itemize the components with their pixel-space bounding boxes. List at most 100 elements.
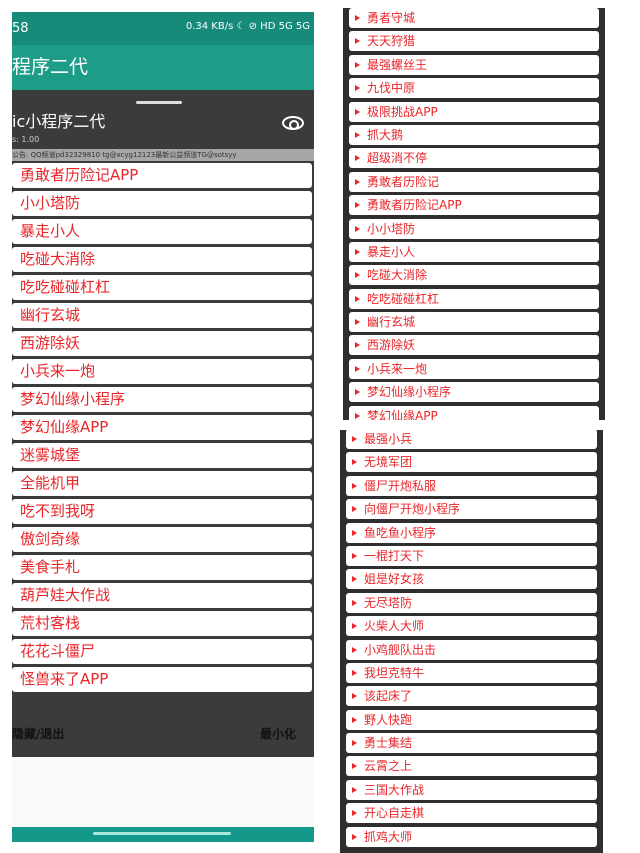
list-item[interactable]: 小小塔防 bbox=[349, 218, 599, 239]
list-item[interactable]: 迷雾城堡 bbox=[12, 443, 312, 468]
list-item[interactable]: 梦幻仙缘小程序 bbox=[12, 387, 312, 412]
list-item[interactable]: 小鸡舰队出击 bbox=[346, 639, 597, 660]
list-item-label: 荒村客栈 bbox=[20, 614, 81, 632]
list-item[interactable]: 葫芦娃大作战 bbox=[12, 583, 312, 608]
list-item[interactable]: 火柴人大师 bbox=[346, 616, 597, 637]
list-item[interactable]: 向僵尸开炮小程序 bbox=[346, 499, 597, 520]
play-arrow-icon bbox=[355, 131, 360, 138]
minimize-button[interactable]: 最小化 bbox=[259, 727, 296, 741]
list-item-label: 迷雾城堡 bbox=[20, 446, 81, 464]
play-arrow-icon bbox=[352, 623, 357, 630]
list-item[interactable]: 勇士集结 bbox=[346, 733, 597, 754]
list-item-label: 小小塔防 bbox=[367, 221, 416, 236]
play-arrow-icon bbox=[355, 85, 360, 92]
home-indicator[interactable] bbox=[93, 832, 231, 835]
list-item[interactable]: 勇敢者历险记 bbox=[349, 171, 599, 192]
list-item[interactable]: 梦幻仙缘APP bbox=[349, 405, 599, 420]
list-item-label: 僵尸开炮私服 bbox=[364, 478, 437, 493]
list-item[interactable]: 暴走小人 bbox=[12, 219, 312, 244]
list-item[interactable]: 梦幻仙缘APP bbox=[12, 415, 312, 440]
list-item[interactable]: 傲剑奇缘 bbox=[12, 527, 312, 552]
list-item[interactable]: 无境军团 bbox=[346, 452, 597, 473]
eye-icon[interactable] bbox=[282, 116, 304, 130]
list-item[interactable]: 开心自走棋 bbox=[346, 803, 597, 824]
list-item[interactable]: 勇者守城 bbox=[349, 8, 599, 28]
list-item-label: 最强小兵 bbox=[364, 432, 413, 446]
navigation-bar bbox=[12, 827, 314, 842]
list-item[interactable]: 抓鸡大师 bbox=[346, 826, 597, 847]
hide-exit-button[interactable]: 隐藏/退出 bbox=[12, 727, 65, 741]
list-item[interactable]: 荒村客栈 bbox=[12, 611, 312, 636]
list-item[interactable]: 云霄之上 bbox=[346, 756, 597, 777]
list-item[interactable]: 一棍打天下 bbox=[346, 545, 597, 566]
play-arrow-icon bbox=[352, 529, 357, 536]
list-item-label: 梦幻仙缘APP bbox=[20, 418, 109, 436]
list-item[interactable]: 姐是好女孩 bbox=[346, 569, 597, 590]
list-item[interactable]: 野人快跑 bbox=[346, 709, 597, 730]
list-item[interactable]: 吃吃碰碰杠杠 bbox=[12, 275, 312, 300]
list-item[interactable]: 梦幻仙缘小程序 bbox=[349, 382, 599, 403]
list-item[interactable]: 花花斗僵尸 bbox=[12, 639, 312, 664]
play-arrow-icon bbox=[355, 38, 360, 45]
list-item-label: 勇士集结 bbox=[364, 736, 413, 751]
menu-title: ic小程序二代 bbox=[12, 112, 106, 131]
list-item[interactable]: 我坦克特牛 bbox=[346, 662, 597, 683]
list-item[interactable]: 怪兽来了APP bbox=[12, 667, 312, 692]
list-item[interactable]: 极限挑战APP bbox=[349, 101, 599, 122]
list-item-label: 勇敢者历险记 bbox=[367, 174, 440, 189]
list-item[interactable]: 小兵来一炮 bbox=[349, 358, 599, 379]
list-item[interactable]: 最强小兵 bbox=[346, 430, 597, 449]
list-item[interactable]: 吃不到我呀 bbox=[12, 499, 312, 524]
game-list: 勇者守城天天狩猎最强螺丝王九伐中原 极限挑战APP 抓大鹅超级消不停勇敢者历险记勇敢… bbox=[343, 8, 605, 420]
list-item[interactable]: 无尽塔防 bbox=[346, 592, 597, 613]
list-item[interactable]: 小兵来一炮 bbox=[12, 359, 312, 384]
play-arrow-icon bbox=[355, 272, 360, 279]
play-arrow-icon bbox=[352, 810, 357, 817]
list-item[interactable]: 天天狩猎 bbox=[349, 31, 599, 52]
list-item[interactable]: 该起床了 bbox=[346, 686, 597, 707]
list-item[interactable]: 幽行玄城 bbox=[12, 303, 312, 328]
list-item-label: 傲剑奇缘 bbox=[20, 530, 81, 548]
right-bottom-screenshot: 最强小兵无境军团僵尸开炮私服向僵尸开炮小程序 鱼吃鱼小程序一棍打天下姐是好女孩 无尽… bbox=[340, 430, 603, 853]
list-item-label: 云霄之上 bbox=[364, 759, 413, 774]
list-item-label: 无境军团 bbox=[364, 455, 413, 470]
list-item-label: 一棍打天下 bbox=[364, 548, 425, 563]
list-item[interactable]: 西游除妖 bbox=[349, 335, 599, 356]
list-item-label: 该起床了 bbox=[364, 689, 413, 704]
play-arrow-icon bbox=[355, 178, 360, 185]
list-item[interactable]: 抓大鹅 bbox=[349, 124, 599, 145]
list-item[interactable]: 吃碰大消除 bbox=[349, 265, 599, 286]
list-item-label: 小兵来一炮 bbox=[367, 361, 428, 376]
right-top-screenshot: 勇者守城天天狩猎最强螺丝王九伐中原 极限挑战APP 抓大鹅超级消不停勇敢者历险记勇敢… bbox=[343, 8, 605, 420]
list-item[interactable]: 小小塔防 bbox=[12, 191, 312, 216]
list-item[interactable]: 勇敢者历险记APP bbox=[349, 195, 599, 216]
drag-handle[interactable] bbox=[136, 101, 182, 104]
play-arrow-icon bbox=[352, 716, 357, 723]
play-arrow-icon bbox=[352, 740, 357, 747]
status-bar: 58 0.34 KB/s ☾ ⊘ HD 5G 5G bbox=[12, 12, 314, 45]
play-arrow-icon bbox=[355, 295, 360, 302]
list-item-label: 梦幻仙缘小程序 bbox=[367, 385, 452, 400]
left-screenshot: 58 0.34 KB/s ☾ ⊘ HD 5G 5G 程序二代 ic小程序二代 s… bbox=[12, 12, 314, 842]
play-arrow-icon bbox=[352, 646, 357, 653]
list-item[interactable]: 三国大作战 bbox=[346, 779, 597, 800]
menu-version: s: 1.00 bbox=[12, 135, 40, 144]
list-item[interactable]: 超级消不停 bbox=[349, 148, 599, 169]
network-speed: 0.34 KB/s bbox=[185, 21, 234, 32]
list-item-label: 最强螺丝王 bbox=[367, 57, 428, 72]
status-icons: ☾ ⊘ HD 5G 5G bbox=[236, 21, 310, 32]
list-item[interactable]: 美食手札 bbox=[12, 555, 312, 580]
list-item[interactable]: 暴走小人 bbox=[349, 241, 599, 262]
list-item[interactable]: 吃吃碰碰杠杠 bbox=[349, 288, 599, 309]
list-item[interactable]: 僵尸开炮私服 bbox=[346, 475, 597, 496]
list-item[interactable]: 全能机甲 bbox=[12, 471, 312, 496]
list-item[interactable]: 最强螺丝王 bbox=[349, 54, 599, 75]
list-item[interactable]: 西游除妖 bbox=[12, 331, 312, 356]
list-item[interactable]: 吃碰大消除 bbox=[12, 247, 312, 272]
list-item[interactable]: 幽行玄城 bbox=[349, 312, 599, 333]
game-list: 最强小兵无境军团僵尸开炮私服向僵尸开炮小程序 鱼吃鱼小程序一棍打天下姐是好女孩 无尽… bbox=[340, 430, 603, 850]
list-item[interactable]: 鱼吃鱼小程序 bbox=[346, 522, 597, 543]
list-item[interactable]: 勇敢者历险记APP bbox=[12, 163, 312, 188]
list-item-label: 美食手札 bbox=[20, 558, 81, 576]
list-item[interactable]: 九伐中原 bbox=[349, 78, 599, 99]
